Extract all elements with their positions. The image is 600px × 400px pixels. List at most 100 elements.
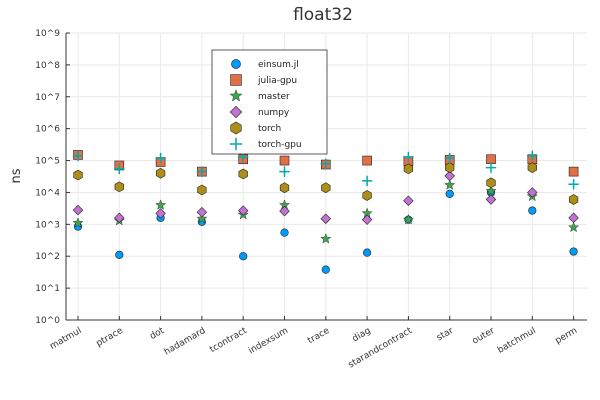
data-point xyxy=(72,204,84,216)
legend-box xyxy=(211,49,328,155)
data-point xyxy=(403,151,414,163)
y-tick-label: 10^9 xyxy=(35,29,60,39)
legend-label: torch-gpu xyxy=(258,140,302,150)
y-tick-label: 10^1 xyxy=(35,284,60,294)
data-point xyxy=(196,166,208,177)
data-point xyxy=(568,166,579,177)
legend-label: torch xyxy=(258,124,281,134)
y-tick-label: 10^2 xyxy=(35,252,60,262)
series-numpy xyxy=(72,170,579,225)
data-point xyxy=(320,213,332,224)
legend-label: numpy xyxy=(258,108,290,118)
data-point xyxy=(568,221,580,233)
data-point xyxy=(568,212,579,224)
data-point xyxy=(569,247,578,256)
legend-label: julia-gpu xyxy=(257,76,297,86)
x-tick-label: diag xyxy=(351,326,373,344)
data-point xyxy=(527,162,537,173)
data-point xyxy=(444,152,455,164)
x-tick-label: matmul xyxy=(48,326,83,352)
x-tick-label: dot xyxy=(148,326,166,342)
legend-label: master xyxy=(258,92,290,102)
legend-marker xyxy=(229,89,243,102)
y-tick-label: 10^5 xyxy=(35,157,60,167)
data-point xyxy=(486,154,496,165)
x-tick-label: perm xyxy=(554,326,579,346)
x-tick-label: ptrace xyxy=(95,326,125,349)
data-point xyxy=(361,175,373,187)
data-point xyxy=(196,212,208,224)
data-point xyxy=(279,205,290,217)
data-point xyxy=(155,167,166,179)
data-point xyxy=(361,214,373,225)
data-point xyxy=(114,181,124,193)
legend-marker xyxy=(231,59,241,69)
y-axis-label: ns xyxy=(9,168,24,183)
data-point xyxy=(239,252,248,261)
data-point xyxy=(444,179,456,190)
data-point xyxy=(403,195,414,206)
data-point xyxy=(155,208,166,219)
data-point xyxy=(485,185,497,196)
series-torch-gpu xyxy=(72,150,579,190)
data-point xyxy=(320,233,332,244)
data-point xyxy=(362,190,372,201)
data-point xyxy=(155,152,166,164)
data-point xyxy=(280,228,289,237)
data-point xyxy=(485,194,497,205)
data-point xyxy=(320,158,331,169)
x-tick-label: outer xyxy=(471,326,497,347)
legend-label: einsum.jl xyxy=(258,60,299,70)
data-point xyxy=(445,162,455,173)
data-point xyxy=(403,163,414,175)
data-point xyxy=(527,150,538,162)
data-point xyxy=(73,169,83,181)
data-point xyxy=(197,184,207,196)
data-point xyxy=(321,182,331,194)
marks-layer xyxy=(72,150,580,274)
data-point xyxy=(445,189,454,199)
x-tick-label: tcontract xyxy=(208,326,249,355)
y-tick-label: 10^0 xyxy=(35,316,60,326)
legend-marker xyxy=(229,105,243,119)
data-point xyxy=(155,199,167,210)
data-point xyxy=(402,213,414,225)
data-point xyxy=(237,205,249,216)
series-torch xyxy=(73,162,579,205)
data-point xyxy=(72,217,84,228)
data-point xyxy=(196,206,208,218)
legend-marker xyxy=(230,121,242,135)
data-point xyxy=(363,248,372,257)
x-tick-label: batchmul xyxy=(496,326,538,356)
data-point xyxy=(568,194,579,205)
data-point xyxy=(279,166,290,177)
data-point xyxy=(72,150,84,162)
data-point xyxy=(279,182,290,194)
data-point xyxy=(238,168,248,180)
y-tick-label: 10^8 xyxy=(35,61,60,71)
data-point xyxy=(568,179,579,190)
data-point xyxy=(279,155,290,166)
data-point xyxy=(528,206,537,215)
y-tick-label: 10^3 xyxy=(35,220,60,230)
chart-title: float32 xyxy=(293,5,353,25)
y-tick-label: 10^6 xyxy=(35,125,60,135)
legend: einsum.jl julia-gpu master numpy torch torch-… xyxy=(211,49,328,155)
data-point xyxy=(114,163,125,175)
axes-layer xyxy=(65,32,587,321)
data-point xyxy=(486,177,496,189)
legend-marker xyxy=(230,74,242,86)
data-point xyxy=(444,170,455,182)
x-tick-label: trace xyxy=(306,326,332,347)
y-tick-label: 10^7 xyxy=(35,93,60,103)
data-point xyxy=(114,212,125,224)
y-tick-label: 10^4 xyxy=(35,188,60,198)
data-point xyxy=(527,187,538,198)
legend-marker xyxy=(229,137,243,151)
data-point xyxy=(115,250,124,260)
x-tick-label: star xyxy=(435,326,455,344)
data-point xyxy=(485,162,497,173)
data-point xyxy=(321,265,330,274)
data-point xyxy=(362,155,372,166)
